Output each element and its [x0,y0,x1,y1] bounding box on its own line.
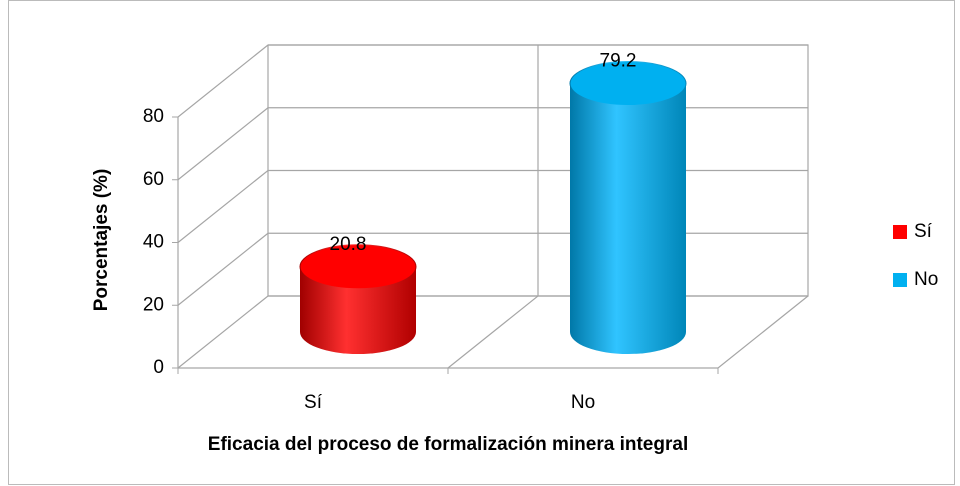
x-tick-label: Sí [304,392,323,413]
legend-label: No [914,269,938,290]
y-tick-label: 0 [153,357,164,378]
y-axis-label: Porcentajes (%) [91,169,112,312]
y-tick-label: 20 [143,294,164,315]
bar-top [569,61,687,107]
bar [570,83,686,332]
y-tick-label: 60 [143,169,164,190]
y-tick-label: 80 [143,106,164,127]
legend-swatch [893,273,907,287]
bar-top [299,244,417,290]
data-label: 79.2 [600,51,637,72]
legend-label: Sí [914,221,933,242]
data-label: 20.8 [330,234,367,255]
y-tick-label: 40 [143,232,164,253]
x-axis-label: Eficacia del proceso de formalización mi… [208,434,688,455]
x-tick-label: No [571,392,595,413]
legend-swatch [893,225,907,239]
chart-border [8,0,955,485]
grid-line [177,44,808,118]
